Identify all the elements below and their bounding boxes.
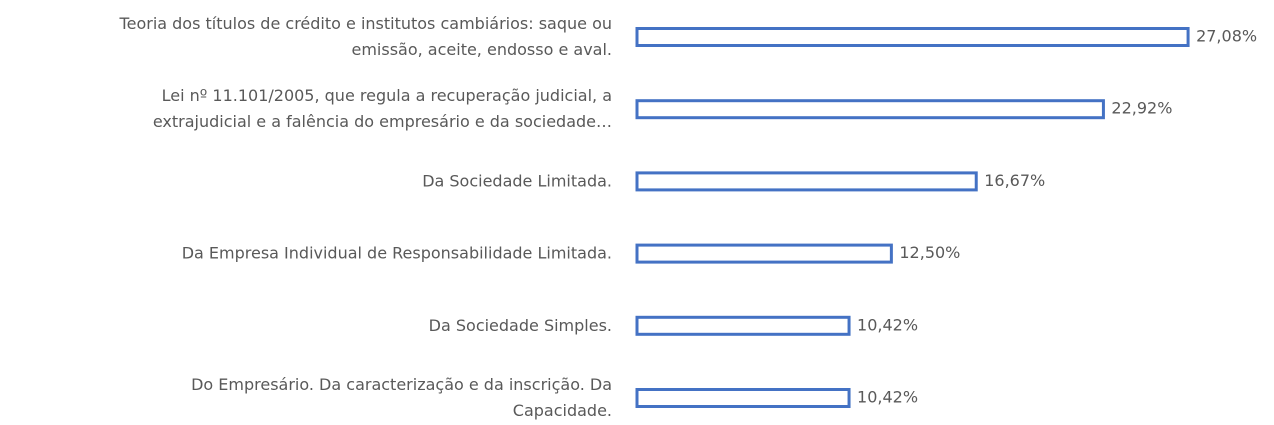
bar — [635, 27, 1190, 47]
category-label: Da Empresa Individual de Responsabilidad… — [182, 243, 612, 262]
value-label: 12,50% — [899, 243, 960, 262]
bar — [635, 315, 851, 336]
category-label: Lei nº 11.101/2005, que regula a recuper… — [153, 86, 612, 131]
category-label: Teoria dos títulos de crédito e institut… — [119, 14, 612, 59]
category-label: Da Sociedade Limitada. — [422, 171, 612, 190]
bar — [635, 243, 893, 264]
value-label: 10,42% — [857, 315, 918, 334]
bar — [635, 99, 1105, 120]
value-label: 10,42% — [857, 388, 918, 407]
value-label: 16,67% — [984, 171, 1045, 190]
category-label: Da Sociedade Simples. — [429, 315, 612, 334]
bar — [635, 388, 851, 408]
value-label: 22,92% — [1111, 99, 1172, 118]
category-label: Do Empresário. Da caracterização e da in… — [191, 375, 612, 420]
bar — [635, 171, 978, 192]
value-label: 27,08% — [1196, 27, 1257, 46]
